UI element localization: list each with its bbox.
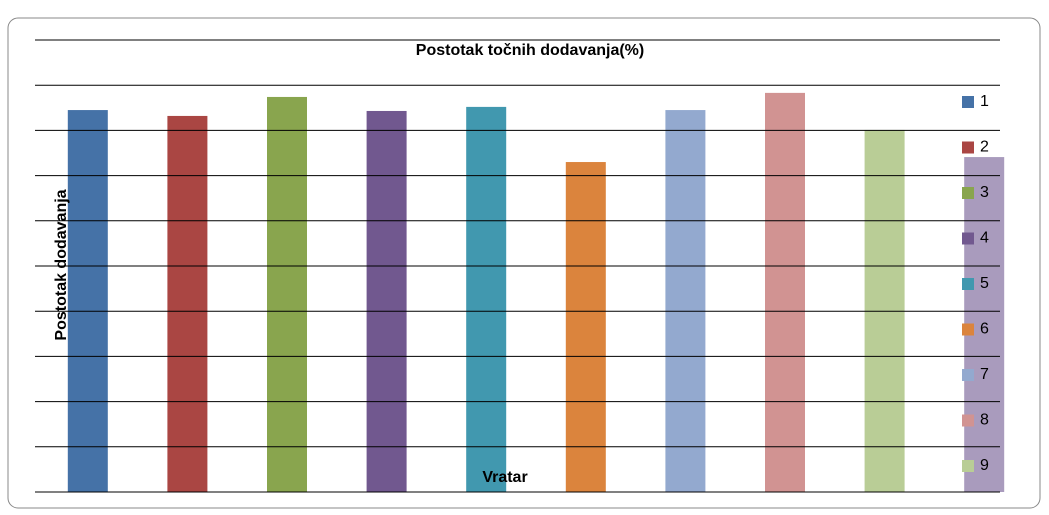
legend-label: 5 <box>980 275 989 292</box>
legend-label: 8 <box>980 412 989 429</box>
legend-label: 2 <box>980 139 989 156</box>
legend-swatch <box>962 141 974 154</box>
legend-swatch <box>962 187 974 199</box>
legend-swatch <box>962 278 974 290</box>
legend-swatch <box>962 323 974 336</box>
bar <box>765 92 805 492</box>
bar <box>565 162 606 493</box>
legend-swatch <box>962 414 974 427</box>
legend-swatch <box>962 96 974 108</box>
legend-label: 3 <box>980 184 989 201</box>
legend-swatch <box>962 369 974 381</box>
legend-swatch <box>962 460 974 472</box>
legend-label: 1 <box>980 93 989 110</box>
bar <box>67 110 108 492</box>
legend-label: 7 <box>980 366 989 383</box>
legend-label: 9 <box>980 457 989 474</box>
legend-label: 4 <box>980 230 989 247</box>
legend-swatch <box>962 232 974 245</box>
bar <box>267 96 307 493</box>
y-axis-label: Postotak dodavanja <box>53 189 70 340</box>
bar <box>366 110 407 493</box>
bar <box>466 106 507 493</box>
legend-label: 6 <box>980 321 989 338</box>
bar <box>665 110 706 492</box>
x-axis-label: Vratar <box>482 469 527 486</box>
bar <box>167 115 208 492</box>
chart-title: Postotak točnih dodavanja(%) <box>416 42 644 59</box>
